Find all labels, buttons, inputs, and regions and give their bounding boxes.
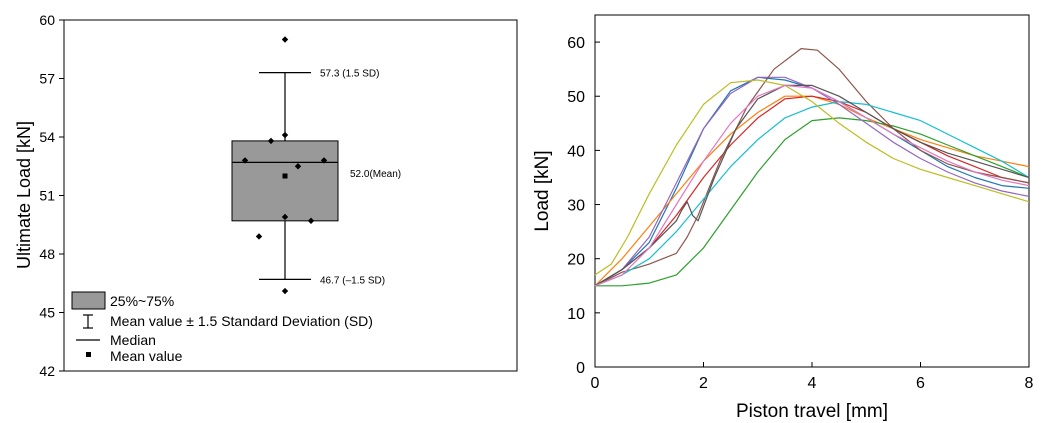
y-tick-label: 54	[39, 129, 55, 145]
y-tick-label: 51	[39, 188, 55, 204]
series-lines	[594, 48, 1030, 287]
data-point	[255, 233, 263, 240]
boxplot-panel: 42 45 48 51 54 57 60 Ultimate Load [kN] 57.3 (…	[14, 12, 518, 379]
y-tick-label: 10	[567, 306, 585, 323]
data-point	[281, 287, 289, 295]
legend-mean-marker	[86, 352, 91, 357]
line-chart-panel: 0 2 4 6 8 0 10 20 30 40 50 60 Piston travel [mm] L…	[532, 14, 1034, 422]
boxplot-y-axis-label: Ultimate Load [kN]	[14, 121, 34, 269]
iqr-box	[231, 140, 339, 222]
y-tick-label: 60	[567, 35, 585, 52]
legend-label-sd: Mean value ± 1.5 Standard Deviation (SD)	[110, 313, 373, 329]
x-tick-label: 4	[808, 375, 817, 392]
series-line-4	[594, 95, 1030, 287]
line-chart-y-axis-label: Load [kN]	[532, 150, 553, 231]
y-tick-label: 0	[576, 360, 585, 377]
data-point	[307, 217, 315, 225]
legend-whisker-icon	[83, 314, 93, 329]
y-tick-label: 30	[567, 198, 585, 215]
legend-box-swatch	[71, 291, 106, 310]
lower-annotation: 46.7 (–1.5 SD)	[320, 275, 385, 286]
series-line-9	[594, 84, 1030, 287]
mean-annotation: 52.0(Mean)	[350, 169, 401, 180]
data-point	[294, 163, 302, 170]
data-point	[281, 131, 289, 139]
legend-label-mean: Mean value	[110, 348, 183, 364]
series-line-3	[595, 117, 1030, 287]
y-tick-label: 57	[39, 71, 55, 87]
x-tick-label: 0	[591, 375, 600, 392]
boxplot-y-axis: 42 45 48 51 54 57 60	[39, 12, 64, 379]
series-line-7	[594, 101, 1030, 287]
y-tick-label: 40	[567, 143, 585, 160]
boxplot-legend: 25%~75% Mean value ± 1.5 Standard Deviat…	[71, 291, 373, 364]
y-tick-label: 48	[39, 246, 55, 262]
series-line-8	[594, 79, 1030, 276]
data-points	[241, 36, 328, 295]
data-point	[241, 157, 249, 164]
series-line-6	[594, 48, 1030, 287]
upper-annotation: 57.3 (1.5 SD)	[320, 69, 379, 80]
y-tick-label: 20	[567, 252, 585, 269]
x-tick-label: 6	[916, 375, 925, 392]
data-point	[281, 213, 289, 221]
y-tick-label: 50	[567, 89, 585, 106]
y-tick-label: 42	[39, 363, 55, 379]
line-chart-x-axis-label: Piston travel [mm]	[736, 401, 888, 422]
series-line-10	[594, 84, 1030, 287]
y-tick-label: 60	[39, 12, 55, 28]
legend-label-median: Median	[110, 332, 156, 348]
data-point	[281, 36, 289, 43]
x-tick-label: 2	[699, 375, 708, 392]
line-chart-x-axis: 0 2 4 6 8	[591, 362, 1034, 392]
x-tick-label: 8	[1025, 375, 1034, 392]
y-tick-label: 45	[39, 305, 55, 321]
data-point	[267, 137, 275, 145]
line-chart-frame	[594, 14, 1030, 368]
legend-label-iqr: 25%~75%	[110, 293, 174, 309]
data-point	[320, 157, 328, 164]
mean-marker	[282, 173, 288, 179]
line-chart-y-axis: 0 10 20 30 40 50 60	[567, 35, 600, 377]
